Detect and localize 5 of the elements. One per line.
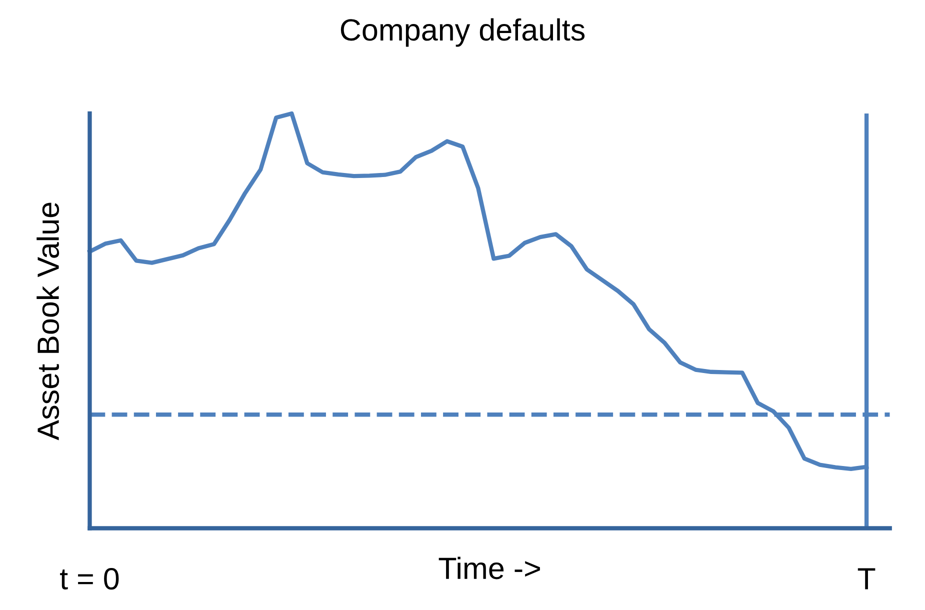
x-tick-label: t = 0 [60, 568, 119, 590]
chart-title: Company defaults [340, 18, 585, 47]
y-axis-title: Asset Book Value [36, 202, 60, 440]
x-tick-label: T [858, 568, 876, 590]
x-axis-title: Time -> [438, 556, 540, 580]
